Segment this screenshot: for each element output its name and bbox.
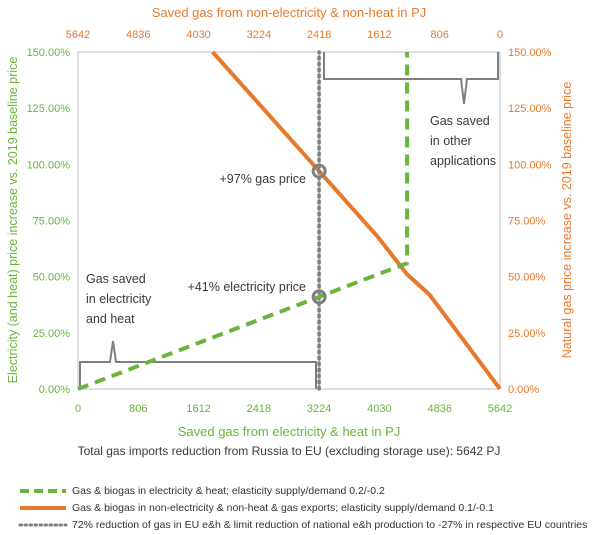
bottom-tick-label: 0	[75, 403, 81, 415]
brace-label-eh-line2: in electricity	[86, 292, 152, 306]
left-tick-label: 75.00%	[33, 216, 71, 228]
right-tick-label: 100.00%	[508, 159, 552, 171]
right-tick-label: 50.00%	[508, 272, 546, 284]
top-tick-label: 0	[497, 29, 503, 41]
top-tick-label: 806	[431, 29, 449, 41]
legend-item: Gas & biogas in non-electricity & non-he…	[18, 499, 598, 516]
right-axis-label: Natural gas price increase vs. 2019 base…	[560, 82, 574, 359]
brace-label-other-line1: Gas saved	[430, 114, 490, 128]
bottom-tick-label: 806	[129, 403, 147, 415]
left-axis-label: Electricity (and heat) price increase vs…	[6, 57, 20, 384]
top-axis-label: Saved gas from non-electricity & non-hea…	[152, 5, 427, 20]
brace-label-eh-line1: Gas saved	[86, 272, 146, 286]
top-tick-label: 4030	[186, 29, 210, 41]
bottom-tick-label: 2418	[247, 403, 271, 415]
series-line-non-electricity	[211, 50, 502, 391]
bottom-tick-labels: 0 806 1612 2418 3224 4030 4836 5642	[75, 403, 512, 415]
gas-price-annotation: +97% gas price	[219, 172, 306, 186]
bottom-tick-label: 4030	[367, 403, 391, 415]
legend-swatch-reduction-limit	[18, 523, 68, 526]
left-tick-label: 0.00%	[39, 384, 70, 396]
brace-other-applications	[323, 52, 499, 105]
right-tick-label: 25.00%	[508, 328, 546, 340]
left-tick-label: 50.00%	[33, 272, 71, 284]
right-tick-label: 150.00%	[508, 47, 552, 59]
bottom-tick-label: 5642	[488, 403, 512, 415]
top-tick-label: 4836	[126, 29, 150, 41]
right-tick-label: 75.00%	[508, 216, 546, 228]
left-tick-label: 150.00%	[27, 47, 71, 59]
legend-swatch-non-electricity	[20, 505, 66, 510]
legend-item: Gas & biogas in electricity & heat; elas…	[18, 482, 598, 499]
bottom-tick-label: 4836	[427, 403, 451, 415]
left-tick-label: 100.00%	[27, 159, 71, 171]
bottom-axis-label: Saved gas from electricity & heat in PJ	[178, 424, 401, 439]
series-layer	[77, 50, 502, 391]
legend-label: Gas & biogas in non-electricity & non-he…	[72, 501, 494, 514]
gas-price-marker	[311, 163, 327, 179]
brace-label-other-line3: applications	[430, 154, 496, 168]
legend: Gas & biogas in electricity & heat; elas…	[18, 482, 598, 533]
brace-electricity-heat	[79, 340, 317, 389]
top-tick-label: 5642	[66, 29, 90, 41]
footnote: Total gas imports reduction from Russia …	[78, 444, 501, 458]
markers-layer	[311, 163, 327, 305]
top-tick-label: 3224	[247, 29, 271, 41]
bottom-tick-label: 3224	[307, 403, 331, 415]
bottom-tick-label: 1612	[186, 403, 210, 415]
legend-label: 72% reduction of gas in EU e&h & limit r…	[72, 518, 588, 531]
right-tick-label: 125.00%	[508, 103, 552, 115]
left-tick-label: 25.00%	[33, 328, 71, 340]
series-line-electricity-heat	[77, 52, 410, 391]
legend-label: Gas & biogas in electricity & heat; elas…	[72, 484, 385, 497]
brace-label-other-line2: in other	[430, 134, 472, 148]
chart-canvas: 0 806 1612 2418 3224 4030 4836 5642 5642 4836 403…	[6, 5, 574, 458]
right-tick-label: 0.00%	[508, 384, 539, 396]
top-tick-label: 2418	[307, 29, 331, 41]
legend-swatch-electricity-heat	[20, 488, 66, 493]
left-tick-labels: 0.00% 25.00% 50.00% 75.00% 100.00% 125.00% 150…	[27, 47, 71, 396]
electricity-price-annotation: +41% electricity price	[188, 280, 306, 294]
legend-item: 72% reduction of gas in EU e&h & limit r…	[18, 516, 598, 533]
left-tick-label: 125.00%	[27, 103, 71, 115]
right-tick-labels: 0.00% 25.00% 50.00% 75.00% 100.00% 125.00% 150…	[508, 47, 552, 396]
electricity-price-marker	[311, 289, 327, 305]
top-tick-label: 1612	[367, 29, 391, 41]
top-tick-labels: 5642 4836 4030 3224 2418 1612 806 0	[66, 29, 503, 41]
brace-label-eh-line3: and heat	[86, 312, 135, 326]
